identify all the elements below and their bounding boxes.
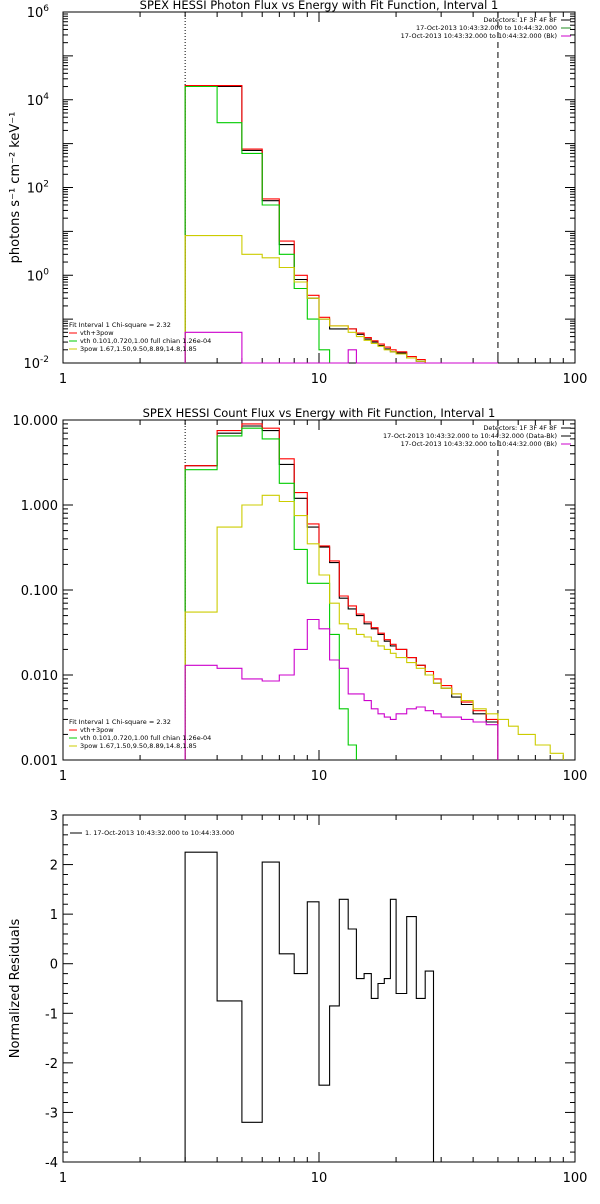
panel-3-y-tick-label: 2 bbox=[50, 859, 58, 874]
panel-2-legend-bottom-left-2: vth+3pow bbox=[80, 726, 114, 734]
panel-1-series-5-line bbox=[184, 331, 498, 364]
panel-2-legend-top-right-1: Detectors: 1F 3F 4F 8F bbox=[483, 424, 557, 432]
panel-1-legend-bottom-left-3: vth 0.101,0.720,1.00 full chian 1.26e-04 bbox=[80, 337, 211, 345]
panel-2-legend-top-right-3: 17-Oct-2013 10:43:32.000 to 10:44:32.000… bbox=[401, 440, 557, 448]
panel-1-title: SPEX HESSI Photon Flux vs Energy with Fi… bbox=[140, 0, 499, 12]
panel-2-title: SPEX HESSI Count Flux vs Energy with Fit… bbox=[143, 406, 496, 420]
panel-2-x-tick-label: 100 bbox=[563, 769, 588, 784]
panel-1-legend-bottom-left-2: vth+3pow bbox=[80, 329, 114, 337]
panel-1-series-4-line bbox=[184, 235, 498, 364]
panel-2-y-tick-label: 0.001 bbox=[21, 754, 58, 769]
panel-2-legend-top-right-2: 17-Oct-2013 10:43:32.000 to 10:44:32.000… bbox=[383, 432, 557, 440]
panel-1-y-tick-label: 104 bbox=[27, 92, 50, 109]
panel-1-series-3-line bbox=[184, 85, 340, 364]
panel-3-y-tick-label: -1 bbox=[45, 1007, 58, 1022]
panel-3-y-tick-label: -3 bbox=[45, 1106, 58, 1121]
panel-1-legend-bottom-left-1: Fit Interval 1 Chi-square = 2.32 bbox=[69, 321, 171, 329]
panel-3-y-axis-label: Normalized Residuals bbox=[8, 919, 23, 1059]
panel-2-series-5-line bbox=[184, 618, 499, 760]
panel-2-series-1-line bbox=[184, 425, 499, 760]
panel-2-y-tick-label: 0.100 bbox=[21, 584, 58, 599]
panel-2-legend-bottom-left-3: vth 0.101,0.720,1.00 full chian 1.26e-04 bbox=[80, 734, 211, 742]
panel-3-y-tick-label: 0 bbox=[50, 958, 58, 973]
panel-1-y-axis-label: photons s⁻¹ cm⁻² keV⁻¹ bbox=[8, 112, 23, 264]
panel-1-y-tick-label: 102 bbox=[27, 180, 49, 197]
panel-1-series-2-line bbox=[184, 85, 498, 364]
panel-1-y-tick-label: 100 bbox=[27, 267, 50, 284]
panel-3-x-tick-label: 10 bbox=[311, 1171, 328, 1186]
panel-1-x-tick-label: 10 bbox=[311, 372, 328, 387]
panel-3-legend-top-left-1: 1. 17-Oct-2013 10:43:32.000 to 10:44:33.… bbox=[85, 829, 234, 837]
panel-1-y-tick-label: 106 bbox=[27, 4, 50, 21]
panel-2-y-tick-label: 1.000 bbox=[21, 499, 58, 514]
panel-3-y-tick-label: 3 bbox=[50, 809, 58, 824]
panel-2-x-tick-label: 10 bbox=[311, 769, 328, 784]
panel-3-series-1-line bbox=[184, 851, 435, 1162]
panel-1-legend-bottom-left-4: 3pow 1.67,1.50,9.50,8.89,14.8,1.85 bbox=[80, 345, 197, 353]
panel-2-series-4-line bbox=[184, 494, 564, 760]
panel-2-series-2-line bbox=[184, 423, 499, 760]
panel-2-x-tick-label: 1 bbox=[59, 769, 67, 784]
panel-3-x-tick-label: 1 bbox=[59, 1171, 67, 1186]
panel-2-y-tick-label: 10.000 bbox=[13, 414, 59, 429]
panel-2-y-tick-label: 0.010 bbox=[21, 669, 58, 684]
panel-1-legend-top-right-2: 17-Oct-2013 10:43:32.000 to 10:44:32.000 bbox=[416, 24, 557, 32]
panel-2-legend-bottom-left-4: 3pow 1.67,1.50,9.50,8.89,14.8,1.85 bbox=[80, 742, 197, 750]
panel-1-legend-top-right-1: Detectors: 1F 3F 4F 8F bbox=[483, 16, 557, 24]
panel-1-legend-top-right-3: 17-Oct-2013 10:43:32.000 to 10:44:32.000… bbox=[401, 32, 557, 40]
panel-1-y-tick-label: 10-2 bbox=[23, 355, 49, 372]
panel-3-x-tick-label: 100 bbox=[563, 1171, 588, 1186]
panel-1-x-tick-label: 1 bbox=[59, 372, 67, 387]
panel-1-series-1-line bbox=[184, 85, 498, 364]
panel-3-y-tick-label: 1 bbox=[50, 908, 58, 923]
panel-2-series-3-line bbox=[184, 427, 357, 760]
panel-3-y-tick-label: -4 bbox=[45, 1156, 58, 1171]
panel-1-x-tick-label: 100 bbox=[563, 372, 588, 387]
panel-2-legend-bottom-left-1: Fit Interval 1 Chi-square = 2.32 bbox=[69, 718, 171, 726]
panel-3-y-tick-label: -2 bbox=[45, 1057, 58, 1072]
